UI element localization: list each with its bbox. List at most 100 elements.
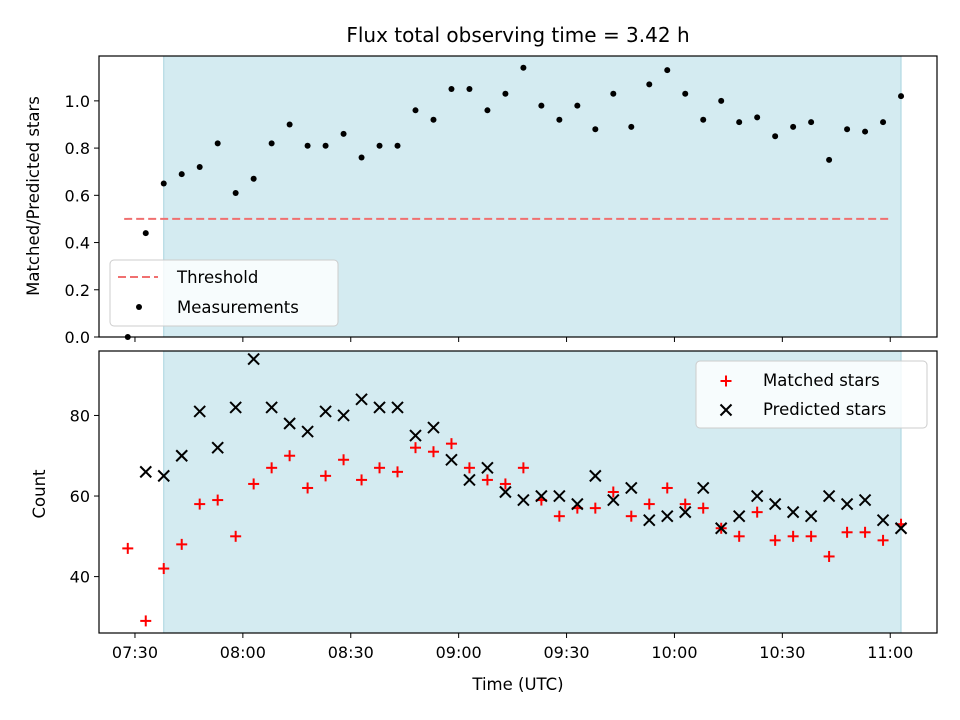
measurement-point — [718, 97, 725, 104]
predicted-star-point-b — [175, 449, 188, 462]
predicted-star-point — [247, 352, 260, 366]
measurement-point — [556, 116, 563, 123]
predicted-star-point — [894, 522, 908, 535]
measurement-point — [628, 123, 635, 130]
predicted-star-point-b — [463, 473, 476, 487]
measurement-point — [160, 180, 167, 187]
predicted-star-point-b — [319, 405, 332, 418]
predicted-star-point — [301, 425, 314, 438]
matched-star-point — [823, 550, 835, 562]
predicted-star-point — [229, 401, 242, 414]
top-y-axis-label: Matched/Predicted stars — [24, 96, 43, 296]
predicted-star-point-b — [661, 509, 674, 523]
measurement-point — [232, 189, 239, 196]
matched-star-point — [194, 498, 206, 510]
predicted-star-point-b — [625, 481, 638, 495]
bottom-panel-frame — [98, 350, 938, 634]
predicted-star-point — [697, 481, 710, 495]
predicted-star-point — [517, 493, 530, 507]
measurement-point — [304, 142, 311, 149]
predicted-star-point — [786, 505, 800, 519]
matched-star-point — [733, 530, 745, 542]
matched-star-point — [841, 526, 853, 538]
measurement-point — [700, 116, 707, 123]
predicted-star-point — [732, 509, 746, 523]
predicted-star-point-b — [301, 425, 314, 438]
legend-matched-label: Matched stars — [763, 371, 880, 390]
measurement-point — [682, 90, 689, 97]
predicted-star-point-b — [535, 489, 548, 503]
top-y-tick-label: 0.4 — [65, 234, 90, 253]
predicted-star-point-b — [391, 401, 404, 414]
measurement-point — [592, 126, 599, 133]
predicted-star-point-b — [822, 489, 836, 503]
predicted-star-point — [607, 493, 620, 507]
matched-star-point — [805, 530, 817, 542]
measurement-point — [430, 116, 437, 123]
measurement-point — [178, 171, 185, 178]
top-y-tick-label: 0.2 — [65, 281, 90, 300]
measurement-point — [898, 93, 905, 100]
bottom-y-tick-label: 40 — [70, 568, 90, 587]
x-tick-label: 08:30 — [328, 643, 374, 662]
measurement-point — [736, 119, 743, 126]
measurement-point — [394, 142, 401, 149]
top-legend-box — [109, 259, 339, 327]
top-y-tick-label: 0.8 — [65, 139, 90, 158]
predicted-star-point-b — [643, 513, 656, 527]
predicted-star-point-b — [517, 493, 530, 507]
matched-star-point — [877, 534, 889, 546]
legend-measurements-swatch — [136, 304, 142, 310]
predicted-star-point — [768, 497, 782, 511]
predicted-star-point-b — [679, 505, 692, 519]
predicted-star-point-b — [571, 497, 584, 511]
predicted-star-point-b — [876, 513, 890, 527]
predicted-star-point-b — [553, 489, 566, 503]
matched-star-point — [607, 486, 619, 498]
predicted-star-point — [535, 489, 548, 503]
predicted-star-point — [265, 401, 278, 414]
predicted-star-point-b — [732, 509, 746, 523]
bottom-y-tick-label: 60 — [70, 487, 90, 506]
measurement-point — [826, 156, 833, 163]
measurement-point — [664, 67, 671, 74]
top-y-tick-label: 1.0 — [65, 92, 90, 111]
matched-star-point — [445, 438, 457, 450]
matched-star-point — [248, 478, 260, 490]
top-y-tick-label: 0.0 — [65, 328, 90, 347]
matched-star-point — [266, 462, 278, 474]
measurement-point — [484, 107, 491, 114]
predicted-star-point — [553, 489, 566, 503]
x-tick-label: 08:00 — [220, 643, 266, 662]
measurement-point — [844, 126, 851, 133]
predicted-star-point — [589, 469, 602, 483]
legend-predicted-label: Predicted stars — [763, 400, 886, 419]
legend-predicted-swatch — [719, 403, 733, 417]
bottom-y-tick-label: 80 — [70, 406, 90, 425]
matched-star-point — [859, 526, 871, 538]
predicted-star-point — [499, 485, 512, 499]
matched-star-point — [481, 474, 493, 486]
predicted-star-point-b — [750, 489, 764, 503]
predicted-star-point — [139, 465, 152, 479]
measurement-point — [520, 64, 527, 71]
predicted-star-point — [445, 453, 458, 466]
predicted-star-point — [679, 505, 692, 519]
predicted-star-point — [283, 417, 296, 430]
predicted-star-point-b — [607, 493, 620, 507]
predicted-star-point-b — [445, 453, 458, 466]
matched-star-point — [553, 510, 565, 522]
predicted-star-point-b — [355, 393, 368, 406]
matched-star-point — [427, 446, 439, 458]
measurement-point — [250, 175, 257, 182]
predicted-star-point — [714, 522, 728, 535]
matched-star-point — [625, 510, 637, 522]
predicted-star-point — [391, 401, 404, 414]
predicted-star-point-b — [157, 469, 170, 483]
predicted-star-point-b — [283, 417, 296, 430]
x-tick-label: 09:00 — [436, 643, 482, 662]
predicted-star-point — [319, 405, 332, 418]
predicted-star-point-b — [804, 509, 818, 523]
predicted-star-point — [858, 493, 872, 507]
